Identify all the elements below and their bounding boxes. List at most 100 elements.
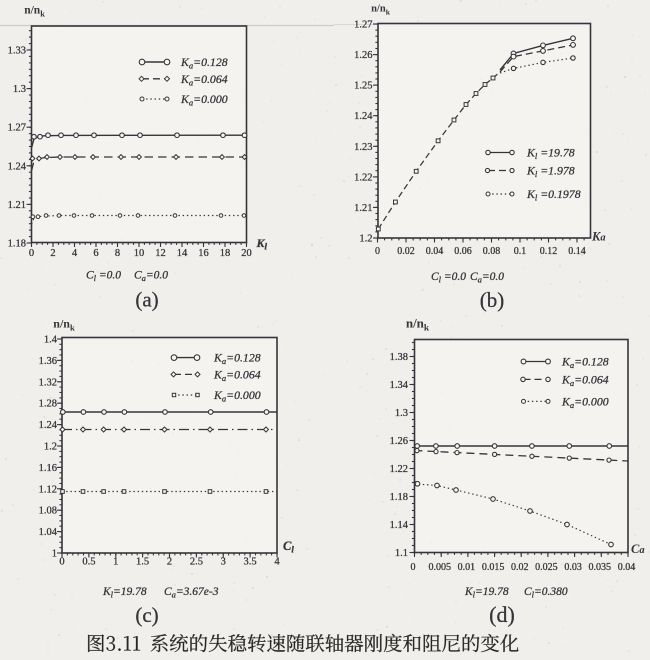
svg-text:1.32: 1.32 xyxy=(39,377,57,388)
svg-text:1.4: 1.4 xyxy=(44,335,58,346)
svg-text:0.5: 0.5 xyxy=(82,557,95,568)
svg-text:0.015: 0.015 xyxy=(482,562,505,573)
svg-text:Ka=0.000: Ka=0.000 xyxy=(180,92,228,108)
svg-text:3.5: 3.5 xyxy=(244,557,257,568)
svg-text:1.16: 1.16 xyxy=(39,463,57,474)
svg-text:3: 3 xyxy=(221,557,226,568)
svg-text:8: 8 xyxy=(115,248,120,259)
svg-text:1.2: 1.2 xyxy=(359,234,372,245)
svg-text:0: 0 xyxy=(375,246,380,257)
svg-text:1.26: 1.26 xyxy=(354,50,372,61)
svg-text:0: 0 xyxy=(411,562,416,573)
svg-text:Kl=19.78: Kl=19.78 xyxy=(102,586,147,600)
svg-text:1.25: 1.25 xyxy=(354,81,372,92)
svg-text:0: 0 xyxy=(29,248,34,259)
svg-text:1.12: 1.12 xyxy=(39,484,57,495)
svg-text:(b): (b) xyxy=(480,288,505,312)
svg-text:Cl=0.380: Cl=0.380 xyxy=(524,586,568,600)
svg-text:2: 2 xyxy=(167,557,172,568)
svg-text:1.21: 1.21 xyxy=(8,200,26,211)
svg-text:n/nk: n/nk xyxy=(24,5,45,19)
svg-text:2: 2 xyxy=(50,248,55,259)
svg-text:10: 10 xyxy=(134,248,145,259)
svg-text:0.02: 0.02 xyxy=(397,246,415,257)
svg-text:6: 6 xyxy=(93,248,98,259)
svg-text:0.005: 0.005 xyxy=(428,562,451,573)
svg-text:1.27: 1.27 xyxy=(8,123,26,134)
svg-text:Ka: Ka xyxy=(591,230,606,244)
svg-text:0: 0 xyxy=(59,557,64,568)
svg-text:1.36: 1.36 xyxy=(39,356,57,367)
svg-text:1.18: 1.18 xyxy=(390,492,408,503)
svg-text:1.08: 1.08 xyxy=(39,506,57,517)
svg-text:(a): (a) xyxy=(135,288,158,312)
svg-text:1.27: 1.27 xyxy=(354,20,372,31)
svg-text:1.38: 1.38 xyxy=(390,352,408,363)
svg-text:2.5: 2.5 xyxy=(190,557,203,568)
svg-text:Ka=0.000: Ka=0.000 xyxy=(213,388,261,404)
svg-text:1.28: 1.28 xyxy=(39,399,57,410)
svg-text:4: 4 xyxy=(72,248,78,259)
svg-text:1.33: 1.33 xyxy=(8,46,26,57)
svg-text:1: 1 xyxy=(113,557,118,568)
svg-text:1.34: 1.34 xyxy=(390,380,409,391)
svg-text:n/nk: n/nk xyxy=(53,317,75,333)
svg-text:12: 12 xyxy=(155,248,166,259)
svg-text:Ka=0.128: Ka=0.128 xyxy=(213,351,261,367)
svg-text:Ka=0.128: Ka=0.128 xyxy=(180,55,228,71)
svg-text:0.04: 0.04 xyxy=(618,562,636,573)
svg-text:(d): (d) xyxy=(489,602,515,627)
svg-text:Ka=0.128: Ka=0.128 xyxy=(561,355,609,371)
svg-text:Kl =1.978: Kl =1.978 xyxy=(526,164,575,180)
svg-text:1.3: 1.3 xyxy=(13,84,26,95)
svg-text:1.1: 1.1 xyxy=(395,548,408,559)
svg-text:Ca=3.67e-3: Ca=3.67e-3 xyxy=(164,586,219,600)
svg-text:1.3: 1.3 xyxy=(395,408,408,419)
svg-text:Kl=19.78: Kl=19.78 xyxy=(464,586,509,600)
svg-text:(c): (c) xyxy=(135,603,158,627)
svg-text:0.04: 0.04 xyxy=(426,246,444,257)
svg-text:Ca: Ca xyxy=(631,542,645,556)
svg-text:1.22: 1.22 xyxy=(354,172,372,183)
svg-text:0.01: 0.01 xyxy=(458,562,476,573)
svg-text:0.14: 0.14 xyxy=(568,246,586,257)
svg-text:1.14: 1.14 xyxy=(390,520,409,531)
svg-text:Ca=0.0: Ca=0.0 xyxy=(134,270,168,284)
svg-text:1.04: 1.04 xyxy=(39,527,58,538)
svg-text:Cl =0.0: Cl =0.0 xyxy=(431,271,466,285)
svg-text:1.5: 1.5 xyxy=(136,557,149,568)
svg-text:1.26: 1.26 xyxy=(390,436,408,447)
svg-text:Kl =0.1978: Kl =0.1978 xyxy=(526,187,581,203)
svg-text:1.2: 1.2 xyxy=(44,442,57,453)
svg-text:Ka=0.064: Ka=0.064 xyxy=(213,367,261,383)
svg-text:Ca=0.0: Ca=0.0 xyxy=(470,271,504,285)
svg-text:n/nk: n/nk xyxy=(371,4,391,17)
svg-text:1.21: 1.21 xyxy=(354,203,372,214)
svg-text:Ka=0.064: Ka=0.064 xyxy=(561,372,609,388)
svg-text:16: 16 xyxy=(198,248,209,259)
svg-text:Ka=0.064: Ka=0.064 xyxy=(180,72,228,88)
svg-text:1.18: 1.18 xyxy=(8,239,26,250)
svg-text:Ka=0.000: Ka=0.000 xyxy=(561,394,609,410)
svg-text:1: 1 xyxy=(52,549,57,560)
svg-text:1.23: 1.23 xyxy=(354,142,372,153)
svg-text:Kl: Kl xyxy=(256,236,268,252)
svg-text:1.24: 1.24 xyxy=(39,420,58,431)
svg-text:0.12: 0.12 xyxy=(540,246,558,257)
svg-text:1.22: 1.22 xyxy=(390,464,408,475)
svg-text:Cl =0.0: Cl =0.0 xyxy=(86,270,121,284)
svg-text:Cl: Cl xyxy=(283,539,294,555)
svg-text:0.02: 0.02 xyxy=(511,562,529,573)
svg-text:20: 20 xyxy=(241,248,252,259)
svg-text:1.24: 1.24 xyxy=(354,111,373,122)
svg-text:0.08: 0.08 xyxy=(483,246,501,257)
svg-text:0.1: 0.1 xyxy=(514,246,527,257)
svg-text:14: 14 xyxy=(177,248,188,259)
svg-text:1.24: 1.24 xyxy=(8,161,27,172)
svg-text:4: 4 xyxy=(274,557,280,568)
svg-text:0.06: 0.06 xyxy=(454,246,472,257)
svg-text:n/nk: n/nk xyxy=(406,316,430,334)
svg-text:0.025: 0.025 xyxy=(535,562,558,573)
svg-text:18: 18 xyxy=(220,248,231,259)
svg-text:0.03: 0.03 xyxy=(564,562,582,573)
